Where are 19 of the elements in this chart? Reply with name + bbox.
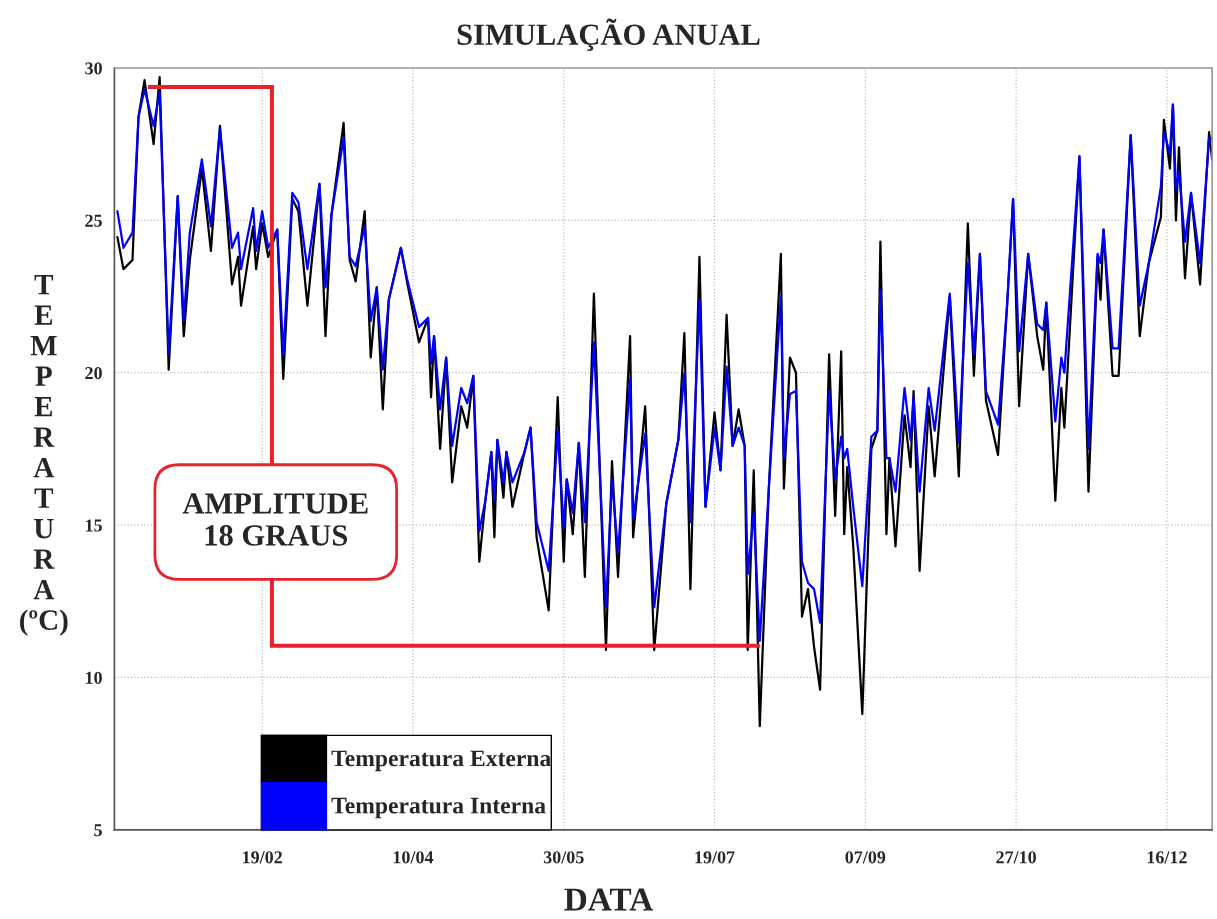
- y-tick-label: 5: [94, 824, 102, 837]
- y-tick-label: 15: [85, 519, 102, 532]
- x-tick-label: 27/10: [996, 851, 1036, 864]
- annotation: AMPLITUDE 18 GRAUS: [182, 493, 368, 546]
- x-tick-label: 19/07: [695, 851, 735, 864]
- x-tick-label: 16/12: [1147, 851, 1187, 864]
- x-tick-label: 30/05: [543, 851, 584, 864]
- legend-label: Temperatura Externa: [331, 750, 551, 772]
- x-tick-label: 19/02: [243, 851, 282, 864]
- chart-title: SIMULAÇÃO ANUAL: [457, 18, 760, 51]
- legend-label: Temperatura Interna: [331, 797, 546, 819]
- y-tick-label: 20: [85, 367, 102, 380]
- x-tick-label: 10/04: [393, 851, 434, 864]
- y-tick-label: 25: [85, 214, 102, 227]
- text: TEMPERATURA (ºC): [20, 275, 68, 636]
- y-tick-label: 30: [85, 62, 102, 75]
- x-tick-label: 07/09: [845, 851, 886, 864]
- y-tick-label: 10: [85, 671, 102, 684]
- x-axis-title: DATA: [564, 888, 654, 911]
